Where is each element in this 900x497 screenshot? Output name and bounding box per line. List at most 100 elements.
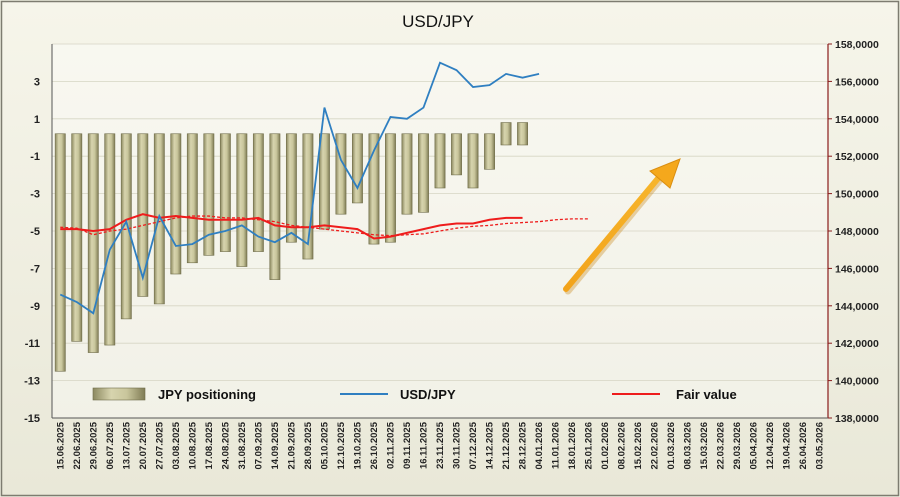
left-tick-label: 3 <box>34 76 40 88</box>
right-tick-label: 140,0000 <box>835 376 879 388</box>
x-tick-label: 05.04.2026 <box>749 422 760 470</box>
x-tick-label: 10.08.2025 <box>187 421 198 469</box>
x-tick-label: 11.01.2026 <box>551 422 562 469</box>
x-tick-label: 18.01.2026 <box>567 422 578 470</box>
x-tick-label: 27.07.2025 <box>154 421 165 469</box>
right-tick-label: 150,0000 <box>835 189 879 201</box>
positioning-bar <box>285 133 297 243</box>
legend-label: USD/JPY <box>400 387 456 402</box>
x-tick-label: 22.03.2026 <box>716 422 727 470</box>
x-tick-label: 12.10.2025 <box>336 421 347 469</box>
x-tick-label: 19.04.2026 <box>782 422 793 470</box>
x-tick-label: 29.03.2026 <box>732 422 743 470</box>
right-tick-label: 144,0000 <box>835 301 879 313</box>
left-tick-label: -3 <box>30 189 40 201</box>
x-tick-label: 22.02.2026 <box>650 422 661 470</box>
x-tick-label: 08.03.2026 <box>683 422 694 470</box>
x-tick-label: 13.07.2025 <box>121 421 132 469</box>
positioning-bar <box>203 133 215 256</box>
positioning-bar <box>269 133 281 280</box>
positioning-bars <box>54 122 528 372</box>
positioning-bar <box>170 133 182 275</box>
x-tick-label: 26.04.2026 <box>798 422 809 470</box>
legend-label: Fair value <box>676 387 737 402</box>
x-tick-label: 03.05.2026 <box>815 422 826 470</box>
x-tick-label: 02.11.2025 <box>385 421 396 469</box>
positioning-bar <box>335 133 347 215</box>
x-tick-label: 23.11.2025 <box>435 421 446 469</box>
x-tick-label: 15.02.2026 <box>633 422 644 470</box>
left-tick-label: -7 <box>30 263 40 275</box>
positioning-bar <box>236 133 248 267</box>
x-tick-label: 14.12.2025 <box>485 421 496 469</box>
x-tick-label: 12.04.2026 <box>765 422 776 470</box>
left-tick-label: -15 <box>24 413 40 425</box>
trend-arrow <box>563 158 681 295</box>
legend-swatch-positioning <box>92 387 146 401</box>
positioning-bar <box>467 133 479 189</box>
right-tick-label: 156,0000 <box>835 76 879 88</box>
x-tick-label: 31.08.2025 <box>237 421 248 469</box>
positioning-bar <box>252 133 264 252</box>
x-tick-label: 01.02.2026 <box>600 422 611 470</box>
left-tick-label: -5 <box>30 226 40 238</box>
x-tick-label: 28.12.2025 <box>518 421 529 469</box>
x-tick-label: 25.01.2026 <box>584 422 595 470</box>
x-tick-label: 03.08.2025 <box>171 421 182 469</box>
left-axis-ticks: 3 1 -1 -3 -5 -7 -9 -11 -13 -15 <box>24 76 40 425</box>
x-tick-label: 19.10.2025 <box>352 421 363 469</box>
x-tick-label: 07.12.2025 <box>468 421 479 469</box>
x-tick-label: 16.11.2025 <box>418 421 429 469</box>
x-tick-label: 20.07.2025 <box>138 421 149 469</box>
legend-label: JPY positioning <box>158 387 256 402</box>
right-tick-label: 146,0000 <box>835 263 879 275</box>
x-tick-label: 24.08.2025 <box>220 421 231 469</box>
positioning-bar <box>120 133 132 320</box>
positioning-bar <box>368 133 380 245</box>
right-tick-label: 142,0000 <box>835 338 879 350</box>
positioning-bar <box>418 133 429 213</box>
x-tick-label: 04.01.2026 <box>534 422 545 470</box>
x-tick-label: 07.09.2025 <box>253 421 264 469</box>
x-tick-label: 01.03.2026 <box>666 422 677 470</box>
right-axis-ticks: 158,0000 156,0000 154,0000 152,0000 150,0000… <box>828 39 879 425</box>
x-tick-label: 14.09.2025 <box>270 421 281 469</box>
positioning-bar <box>451 133 462 176</box>
x-tick-label: 08.02.2026 <box>617 422 628 470</box>
x-tick-label: 29.06.2025 <box>88 421 99 469</box>
positioning-bar <box>71 133 83 342</box>
x-tick-label: 28.09.2025 <box>303 421 314 469</box>
left-tick-label: -11 <box>25 338 40 350</box>
positioning-bar <box>219 133 231 252</box>
positioning-bar <box>385 133 396 243</box>
positioning-bar <box>104 133 116 346</box>
right-tick-label: 148,0000 <box>835 226 879 238</box>
x-tick-label: 09.11.2025 <box>402 421 413 469</box>
x-tick-label: 21.09.2025 <box>286 421 297 469</box>
gridlines <box>52 43 828 419</box>
x-tick-label: 17.08.2025 <box>204 421 215 469</box>
positioning-bar <box>401 133 413 215</box>
positioning-bar <box>352 133 363 204</box>
left-tick-label: 1 <box>34 114 40 126</box>
positioning-bar <box>500 122 512 146</box>
x-tick-label: 15.03.2026 <box>699 422 710 470</box>
positioning-bar <box>54 133 66 372</box>
x-tick-label: 30.11.2025 <box>452 421 463 469</box>
right-tick-label: 154,0000 <box>835 114 879 126</box>
left-tick-label: -9 <box>30 301 40 313</box>
x-axis-ticks: 15.06.2025 22.06.2025 29.06.2025 06.07.2025… <box>55 421 825 469</box>
positioning-bar <box>186 133 198 264</box>
fair-value-trend-line <box>60 215 589 237</box>
right-tick-label: 158,0000 <box>835 39 879 51</box>
x-tick-label: 05.10.2025 <box>319 421 330 469</box>
right-tick-label: 152,0000 <box>835 151 879 163</box>
positioning-bar <box>319 133 330 230</box>
x-tick-label: 21.12.2025 <box>501 421 512 469</box>
x-tick-label: 06.07.2025 <box>105 421 116 469</box>
x-tick-label: 15.06.2025 <box>55 421 66 469</box>
legend: JPY positioning USD/JPY Fair value <box>92 387 737 402</box>
chart-title: USD/JPY <box>402 12 474 31</box>
